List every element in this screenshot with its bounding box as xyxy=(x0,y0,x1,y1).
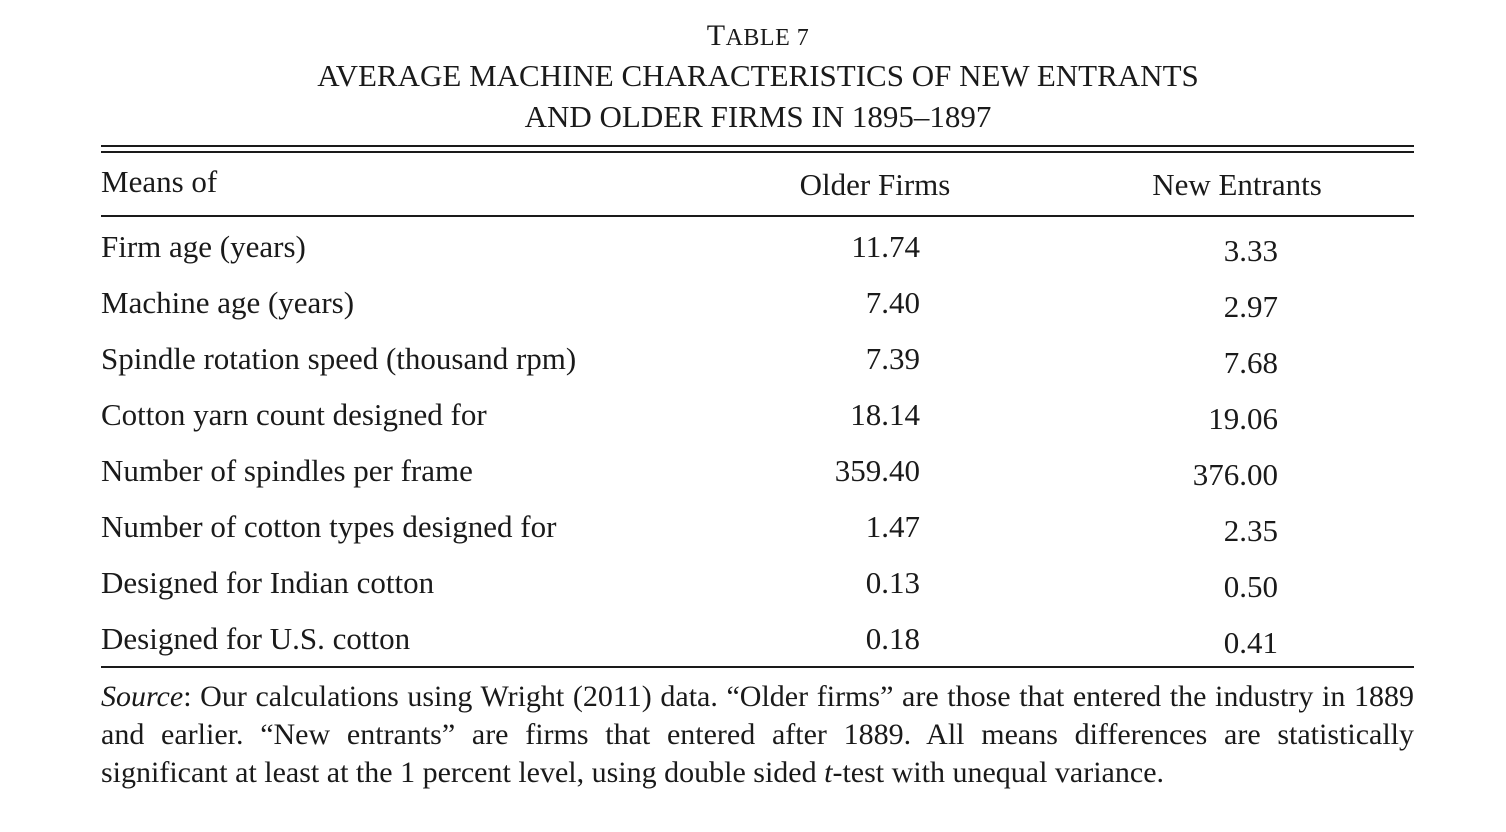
note-text-part-1: : Our calculations using Wright (2011) d… xyxy=(101,680,1414,789)
row-label: Spindle rotation speed (thousand rpm) xyxy=(101,341,577,376)
row-label: Machine age (years) xyxy=(101,285,355,320)
value-new-entrants: 0.41 xyxy=(1223,625,1278,660)
row-label: Cotton yarn count designed for xyxy=(101,397,487,432)
value-new-entrants: 7.68 xyxy=(1223,345,1278,380)
value-older-firms: 7.40 xyxy=(865,285,920,320)
value-older-firms: 359.40 xyxy=(834,453,920,488)
value-new-entrants: 0.50 xyxy=(1223,569,1278,604)
value-older-firms: 1.47 xyxy=(865,509,920,544)
value-older-firms: 7.39 xyxy=(865,341,920,376)
row-label: Designed for U.S. cotton xyxy=(101,621,411,656)
table-row: Designed for U.S. cotton 0.18 0.41 xyxy=(0,619,1506,675)
header-older-firms: Older Firms xyxy=(799,167,951,202)
row-label: Firm age (years) xyxy=(101,229,306,264)
table-row: Number of spindles per frame 359.40 376.… xyxy=(0,451,1506,507)
top-rule-inner xyxy=(101,151,1414,153)
top-rule-outer xyxy=(101,145,1414,147)
table-title-line-1: AVERAGE MACHINE CHARACTERISTICS OF NEW E… xyxy=(317,58,1199,93)
header-means-of: Means of xyxy=(101,164,218,199)
table-label-initial: T xyxy=(706,19,726,52)
value-new-entrants: 2.35 xyxy=(1223,513,1278,548)
table-label-rest: ABLE 7 xyxy=(725,25,810,51)
table-source-note: Source: Our calculations using Wright (2… xyxy=(101,678,1414,792)
table-row: Spindle rotation speed (thousand rpm) 7.… xyxy=(0,339,1506,395)
value-older-firms: 18.14 xyxy=(850,397,920,432)
table-title-line-2: AND OLDER FIRMS IN 1895–1897 xyxy=(524,99,992,134)
row-label: Number of spindles per frame xyxy=(101,453,473,488)
bottom-rule xyxy=(101,666,1414,668)
header-rule xyxy=(101,215,1414,217)
value-new-entrants: 2.97 xyxy=(1223,289,1278,324)
table-row: Number of cotton types designed for 1.47… xyxy=(0,507,1506,563)
table-row: Firm age (years) 11.74 3.33 xyxy=(0,227,1506,283)
source-label: Source xyxy=(101,680,184,713)
table-row: Machine age (years) 7.40 2.97 xyxy=(0,283,1506,339)
value-older-firms: 0.13 xyxy=(865,565,920,600)
table-row: Cotton yarn count designed for 18.14 19.… xyxy=(0,395,1506,451)
table-label: TABLE 7 xyxy=(0,16,1506,58)
header-new-entrants: New Entrants xyxy=(1152,167,1322,202)
note-text-part-2: -test with unequal variance. xyxy=(832,756,1165,789)
value-new-entrants: 3.33 xyxy=(1223,233,1278,268)
value-new-entrants: 19.06 xyxy=(1208,401,1278,436)
value-new-entrants: 376.00 xyxy=(1192,457,1278,492)
row-label: Designed for Indian cotton xyxy=(101,565,435,600)
value-older-firms: 11.74 xyxy=(851,229,920,264)
table-row: Designed for Indian cotton 0.13 0.50 xyxy=(0,563,1506,619)
row-label: Number of cotton types designed for xyxy=(101,509,557,544)
value-older-firms: 0.18 xyxy=(865,621,920,656)
note-t-letter: t xyxy=(824,756,833,789)
